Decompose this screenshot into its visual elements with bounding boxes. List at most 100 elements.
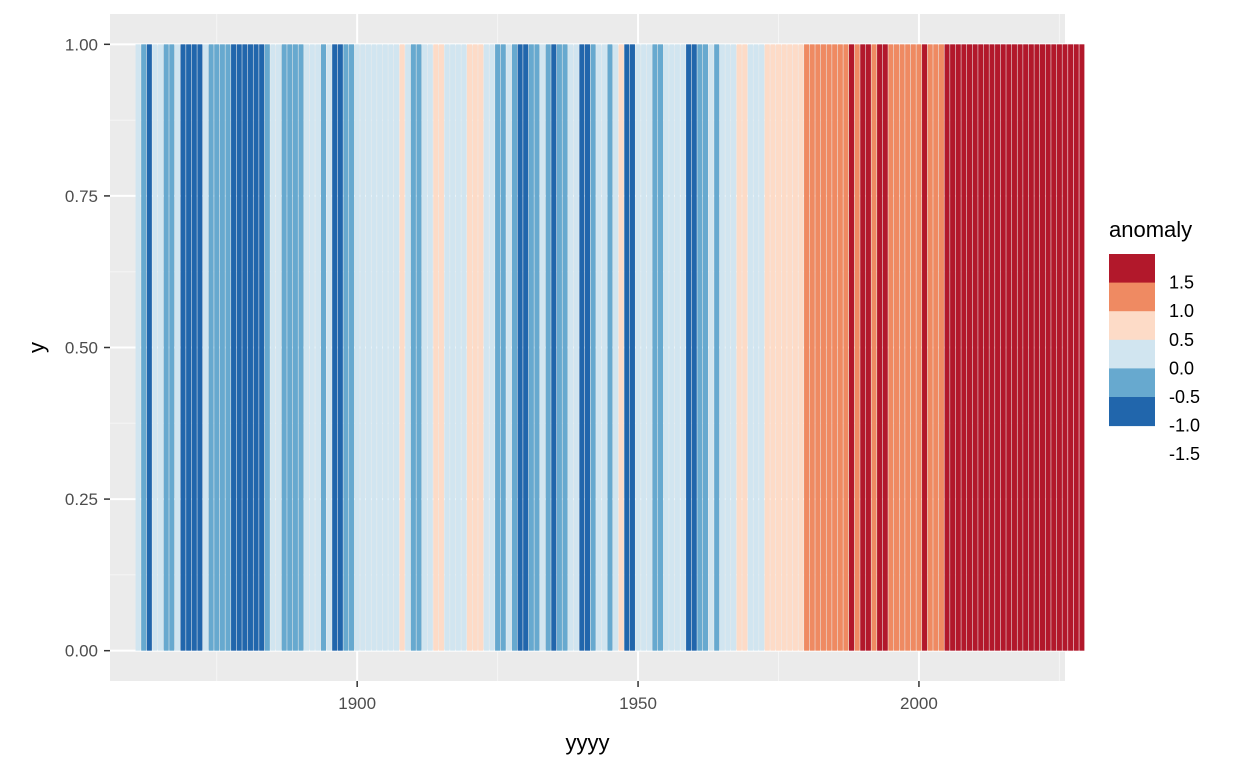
x-tick-label: 2000 [900,694,938,713]
stripe-1945 [607,44,613,651]
stripe-1978 [792,44,798,651]
stripe-1933 [540,44,546,651]
stripe-2008 [961,44,967,651]
stripe-2014 [995,44,1001,651]
stripe-2026 [1062,44,1068,651]
stripe-1965 [719,44,725,651]
stripe-1953 [652,44,658,651]
stripe-1946 [613,44,619,651]
stripe-1904 [377,44,383,651]
legend-label: 0.0 [1169,358,1194,378]
stripe-1944 [601,44,607,651]
stripe-1913 [427,44,433,651]
stripe-1930 [523,44,529,651]
stripe-1881 [247,44,253,651]
stripe-1968 [736,44,742,651]
legend-key-segment [1109,311,1155,341]
stripe-1883 [259,44,265,651]
stripe-1932 [534,44,540,651]
stripe-1990 [860,44,866,651]
stripe-1985 [832,44,838,651]
x-tick-label: 1950 [619,694,657,713]
y-tick-label: 1.00 [65,35,98,54]
stripe-1969 [742,44,748,651]
stripe-1906 [388,44,394,651]
stripe-1950 [635,44,641,651]
stripe-1892 [309,44,315,651]
stripe-1886 [276,44,282,651]
stripe-2009 [966,44,973,651]
stripe-1877 [225,44,231,651]
stripe-1996 [893,44,899,651]
stripe-1931 [528,44,534,651]
stripe-1960 [691,44,697,651]
stripe-1869 [180,44,186,651]
stripe-1921 [472,44,478,651]
stripe-1879 [236,44,242,651]
stripe-1989 [854,44,860,651]
x-tick-label: 1900 [338,694,376,713]
stripe-1975 [775,44,782,651]
legend-label: -0.5 [1169,387,1200,407]
stripe-1947 [618,44,624,651]
stripe-1998 [905,44,911,651]
stripe-2003 [933,44,939,651]
stripe-1901 [360,44,366,651]
stripe-1956 [669,44,675,651]
stripe-1986 [837,44,843,651]
stripe-1958 [680,44,686,651]
stripe-1873 [202,44,209,651]
stripe-1957 [674,44,680,651]
stripe-1922 [478,44,484,651]
stripe-1889 [292,44,298,651]
stripe-1885 [270,44,276,651]
stripe-1943 [596,44,602,651]
legend-label: 0.5 [1169,330,1194,350]
stripe-1870 [186,44,192,651]
stripe-1911 [416,44,422,651]
stripe-1912 [422,44,428,651]
legend-label: -1.5 [1169,444,1200,464]
stripe-1887 [281,44,287,651]
stripe-1867 [169,44,175,651]
stripe-1897 [337,44,343,651]
stripe-1884 [264,44,270,651]
stripe-1973 [764,44,770,651]
stripe-1864 [152,44,158,651]
stripe-1915 [438,44,444,651]
stripe-1951 [641,44,647,651]
legend-key-segment [1109,339,1155,369]
stripe-2001 [922,44,928,651]
stripe-1934 [545,44,551,651]
stripe-1872 [197,44,203,651]
stripe-1972 [759,44,765,651]
legend-key-segment [1109,397,1155,427]
stripe-2012 [983,44,989,651]
stripe-1882 [253,44,259,651]
stripe-1999 [910,44,916,651]
stripe-1984 [826,44,832,651]
stripe-1952 [646,44,652,651]
y-axis-title: y [24,342,49,353]
stripe-1940 [579,44,585,651]
legend-label: 1.0 [1169,301,1194,321]
stripe-1981 [809,44,815,651]
stripe-1970 [747,44,753,651]
stripe-1862 [141,44,147,651]
legend-key-segment [1109,254,1155,284]
stripe-1907 [393,44,400,651]
stripe-1908 [399,44,405,651]
stripe-1997 [899,44,905,651]
stripe-1865 [158,44,164,651]
axes: 1900 1950 2000 0.00 0.25 0.50 0.75 1.00 [65,35,938,713]
stripe-1874 [208,44,214,651]
stripe-1880 [242,44,248,651]
stripes [135,44,1085,651]
stripe-1988 [849,44,855,651]
stripe-1971 [753,44,759,651]
stripe-1868 [174,44,180,651]
stripe-2022 [1040,44,1046,651]
stripe-1929 [517,44,523,651]
stripe-1993 [877,44,883,651]
